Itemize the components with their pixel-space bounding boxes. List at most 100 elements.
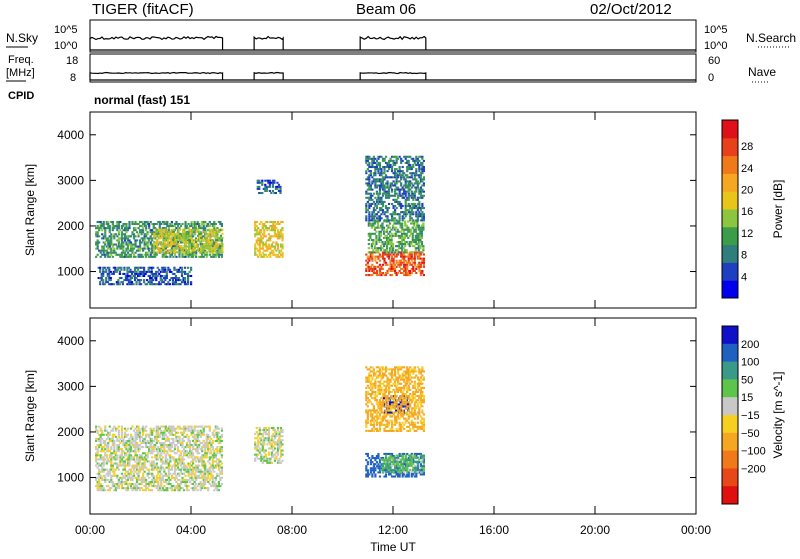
echo-cell [382,182,384,184]
echo-cell [110,277,112,279]
echo-cell [415,254,417,256]
echo-cell [143,269,145,271]
echo-cell [142,475,144,477]
echo-cell [386,270,388,272]
echo-cell [95,446,97,448]
echo-cell [266,221,268,223]
echo-cell [183,462,185,464]
echo-cell [389,164,391,166]
echo-cell [156,241,158,243]
echo-cell [115,452,117,454]
echo-cell [278,447,280,449]
echo-cell [101,438,103,440]
echo-cell [110,479,112,481]
echo-cell [265,450,267,452]
echo-cell [401,241,403,243]
echo-cell [380,239,382,241]
echo-cell [144,462,146,464]
y-axis-label: Slant Range [km] [23,164,37,256]
echo-cell [365,215,367,217]
echo-region-6 [368,220,425,253]
echo-cell [192,483,194,485]
echo-cell [383,213,385,215]
echo-cell [131,426,133,428]
nsky-trace [90,37,696,50]
echo-cell [271,443,273,445]
echo-cell [418,170,420,172]
echo-cell [394,268,396,270]
echo-cell [190,283,192,285]
echo-cell [139,489,141,491]
echo-cell [221,239,223,241]
echo-cell [161,229,163,231]
echo-cell [423,217,425,219]
echo-cell [405,203,407,205]
echo-cell [382,264,384,266]
echo-cell [116,458,118,460]
echo-cell [163,281,165,283]
echo-cell [148,239,150,241]
echo-cell [278,437,280,439]
echo-cell [150,235,152,237]
echo-cell [153,249,155,251]
echo-cell [415,473,417,475]
date-label: 02/Oct/2012 [590,1,672,18]
echo-cell [126,269,128,271]
echo-cell [411,254,413,256]
echo-cell [121,452,123,454]
echo-cell [150,428,152,430]
echo-cell [124,473,126,475]
echo-cell [122,456,124,458]
echo-cell [216,448,218,450]
echo-cell [190,426,192,428]
echo-cell [108,273,110,275]
echo-cell [184,426,186,428]
echo-cell [380,156,382,158]
echo-cell [122,241,124,243]
echo-cell [169,473,171,475]
echo-cell [380,213,382,215]
echo-cell [118,444,120,446]
echo-cell [174,241,176,243]
echo-cell [113,446,115,448]
echo-cell [95,465,97,467]
echo-cell [166,271,168,273]
echo-cell [95,456,97,458]
echo-cell [109,225,111,227]
echo-cell [370,172,372,174]
echo-cell [402,170,404,172]
colorbar-tick-label: 20 [741,184,753,196]
echo-cell [116,467,118,469]
echo-cell [178,456,180,458]
echo-cell [151,239,153,241]
echo-cell [116,454,118,456]
echo-cell [123,267,125,269]
echo-cell [379,475,381,477]
echo-cell [221,456,223,458]
echo-cell [138,281,140,283]
echo-cell [195,460,197,462]
echo-cell [97,254,99,256]
echo-cell [174,489,176,491]
echo-cell [110,454,112,456]
echo-cell [391,170,393,172]
y-tick-label: 2000 [57,219,84,233]
echo-cell [175,281,177,283]
echo-cell [121,485,123,487]
echo-cell [396,256,398,258]
echo-cell [109,434,111,436]
echo-cell [265,225,267,227]
echo-cell [281,237,283,239]
echo-cell [181,456,183,458]
echo-cell [212,462,214,464]
echo-cell [412,219,414,221]
echo-cell [370,463,372,465]
echo-cell [421,233,423,235]
echo-cell [195,479,197,481]
echo-cell [187,281,189,283]
echo-cell [408,260,410,262]
echo-cell [219,460,221,462]
echo-cell [151,281,153,283]
echo-cell [210,444,212,446]
echo-cell [147,254,149,256]
